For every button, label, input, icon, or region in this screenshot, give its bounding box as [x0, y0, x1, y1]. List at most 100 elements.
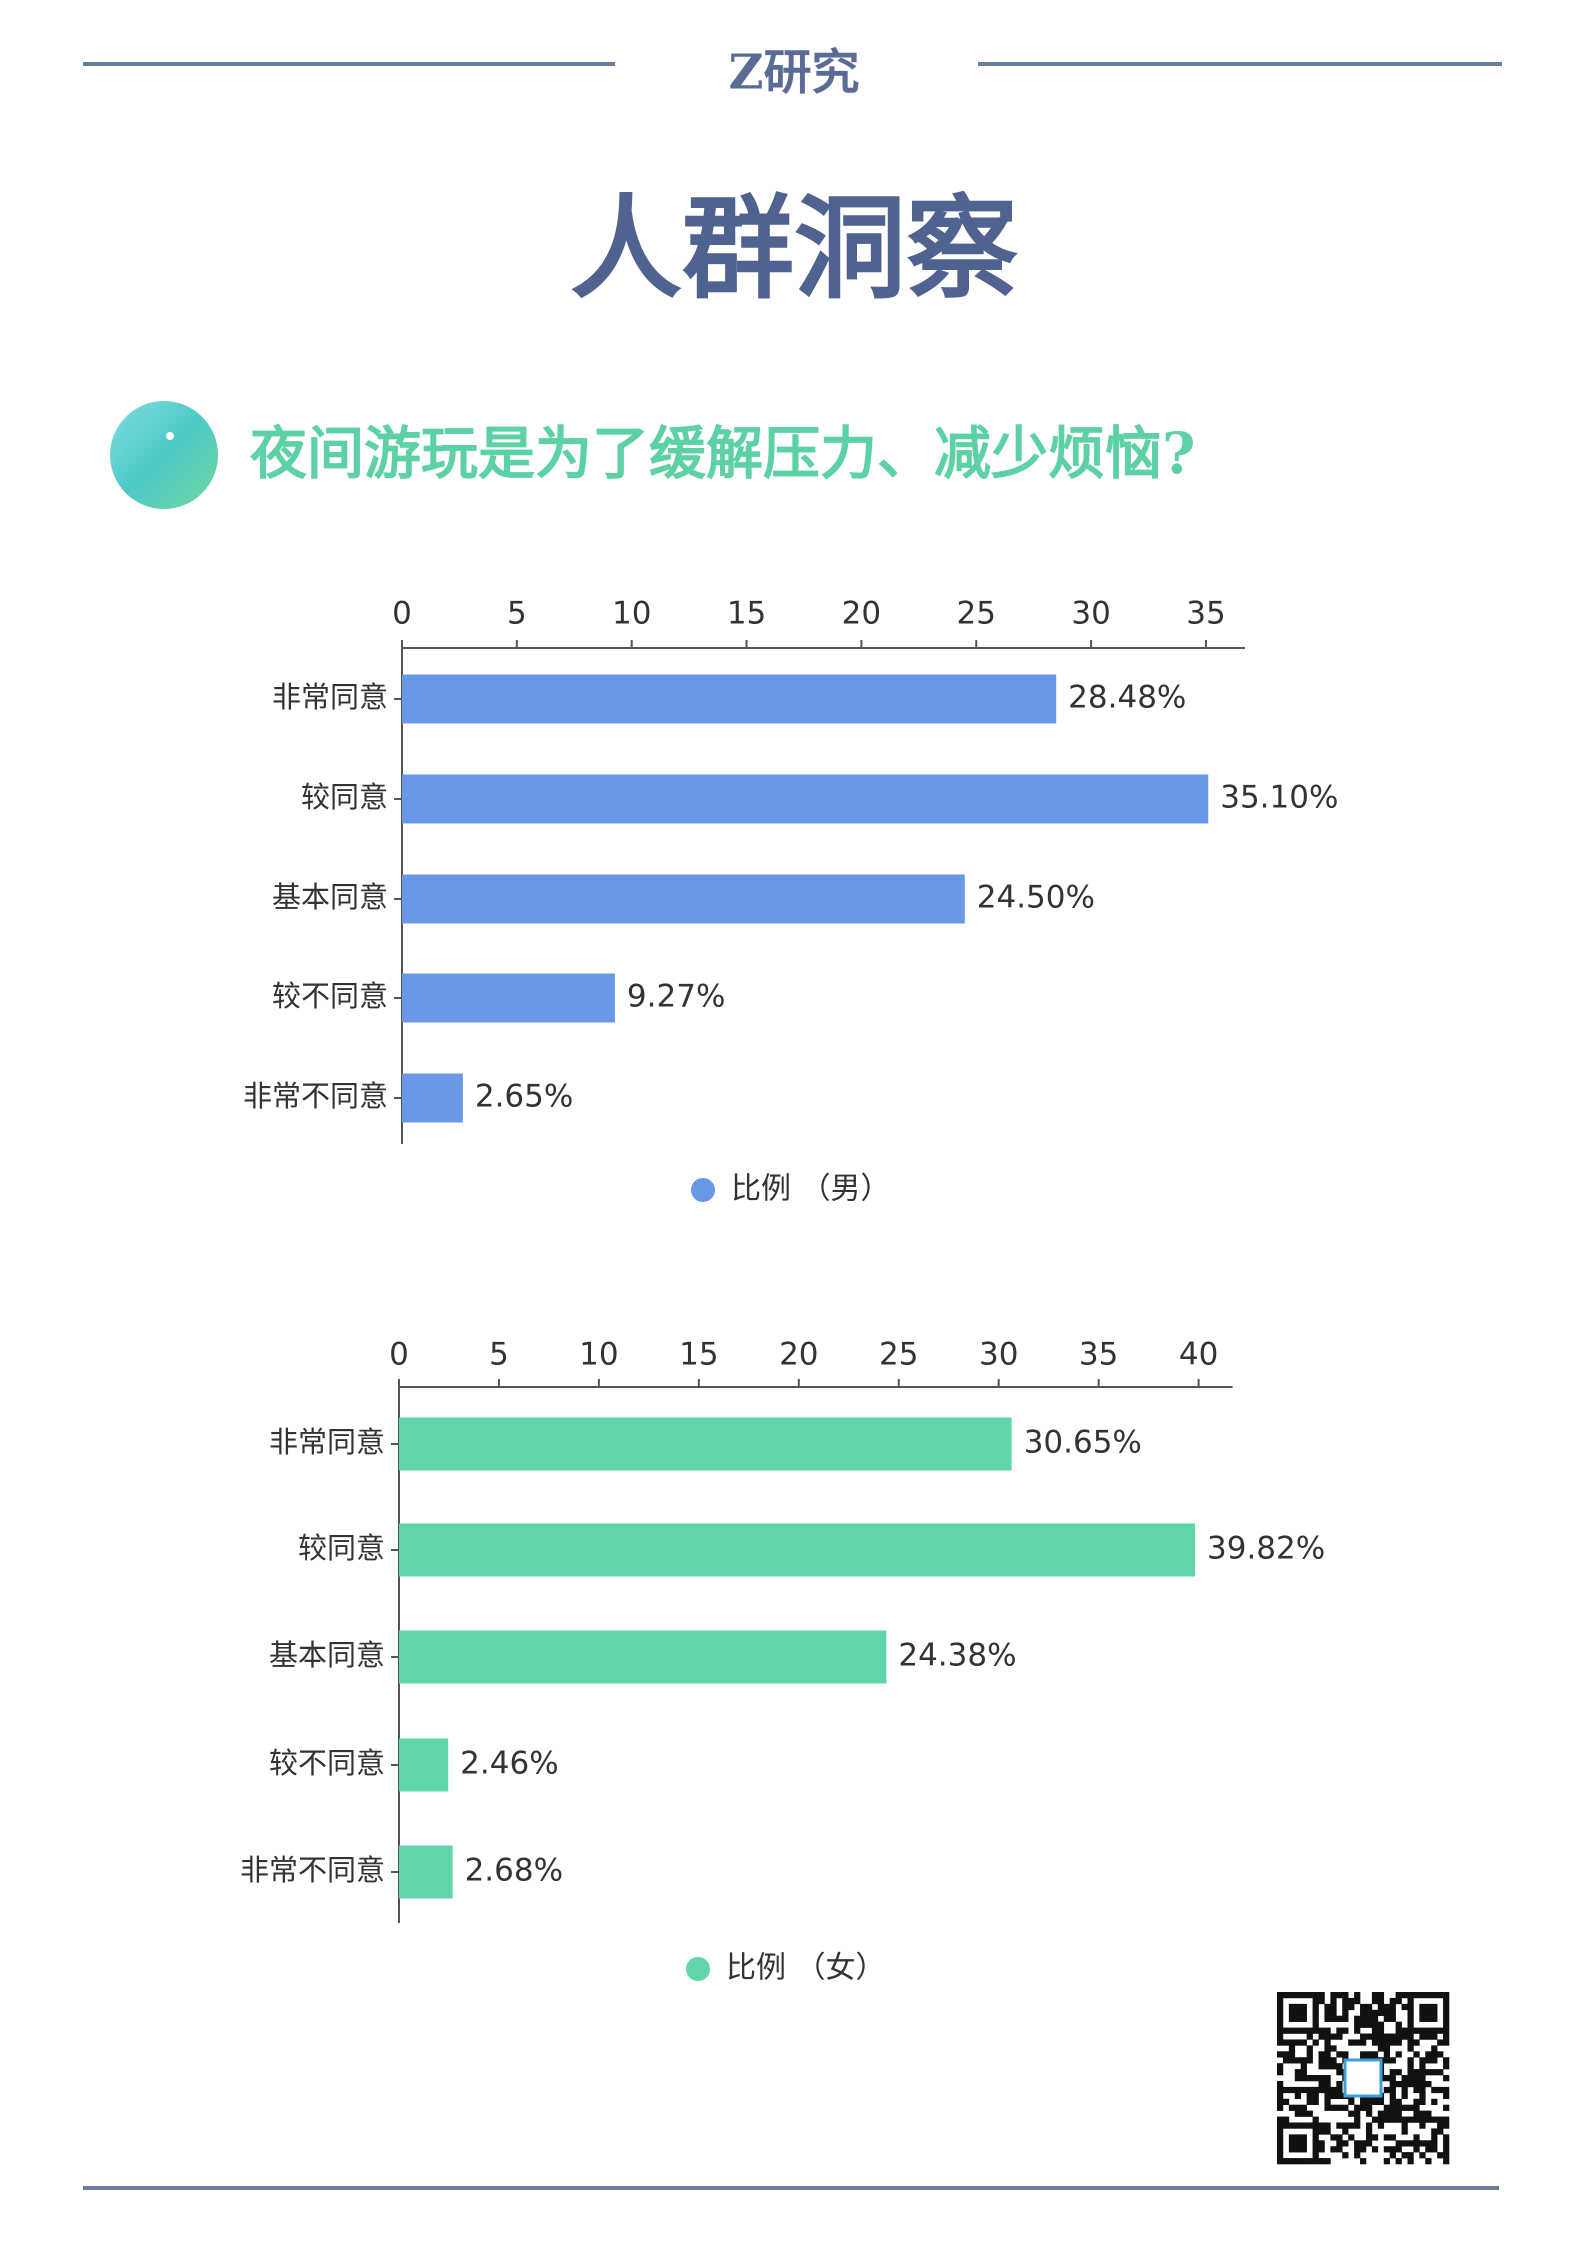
qr-module — [1407, 2039, 1414, 2046]
qr-module — [1383, 2039, 1390, 2046]
qr-module — [1282, 2098, 1290, 2105]
qr-module — [1437, 2152, 1444, 2159]
qr-module — [1431, 2033, 1438, 2040]
qr-module — [1300, 2063, 1307, 2070]
qr-module — [1383, 2033, 1390, 2040]
qr-module — [1443, 2015, 1450, 2022]
qr-module — [1342, 2015, 1349, 2022]
category-label: 基本同意 — [272, 880, 388, 914]
qr-module — [1277, 2086, 1284, 2094]
qr-module — [1324, 2098, 1331, 2105]
qr-module — [1312, 2158, 1319, 2165]
qr-module — [1389, 2086, 1396, 2094]
qr-module — [1318, 2075, 1325, 2082]
qr-module — [1282, 2122, 1290, 2129]
qr-module — [1371, 1992, 1379, 1999]
qr-module — [1354, 2140, 1361, 2147]
qr-module — [1312, 2140, 1319, 2147]
qr-module — [1294, 2092, 1302, 2100]
qr-module — [1413, 2051, 1420, 2058]
qr-module — [1443, 1992, 1450, 1999]
qr-module — [1277, 2069, 1284, 2076]
qr-module — [1282, 2057, 1290, 2064]
qr-module — [1294, 2122, 1302, 2129]
qr-module — [1336, 2086, 1343, 2094]
qr-module — [1437, 2039, 1444, 2046]
qr-module — [1360, 2003, 1367, 2011]
qr-module — [1312, 2009, 1319, 2017]
qr-module — [1306, 2098, 1313, 2105]
qr-module — [1389, 2075, 1396, 2082]
qr-module — [1371, 2098, 1379, 2105]
qr-module — [1377, 2003, 1385, 2011]
qr-module — [1383, 2003, 1390, 2011]
qr-module — [1431, 2051, 1438, 2058]
qr-module — [1288, 2027, 1296, 2034]
qr-module — [1407, 2075, 1414, 2082]
qr-module — [1419, 2075, 1426, 2082]
qr-module — [1383, 2009, 1390, 2017]
qr-module — [1318, 2158, 1325, 2165]
qr-module — [1377, 1997, 1385, 2005]
qr-module — [1354, 2027, 1361, 2034]
qr-module — [1318, 2057, 1325, 2064]
qr-module — [1407, 2104, 1414, 2111]
qr-module — [1342, 2027, 1349, 2034]
qr-module — [1342, 2003, 1349, 2011]
qr-module — [1336, 2134, 1343, 2141]
qr-module — [1407, 2009, 1414, 2017]
x-tick-label: 0 — [392, 596, 412, 632]
question: 夜间游玩是为了缓解压力、减少烦恼? — [249, 420, 1195, 487]
bar — [402, 1073, 463, 1123]
x-tick-label: 25 — [879, 1337, 918, 1373]
qr-module — [1395, 1997, 1402, 2005]
qr-module — [1365, 2003, 1373, 2011]
qr-module — [1354, 2021, 1361, 2028]
qr-module — [1401, 2104, 1408, 2111]
qr-module — [1342, 2104, 1349, 2111]
qr-module — [1395, 2110, 1402, 2117]
qr-module — [1294, 2069, 1302, 2076]
qr-module — [1419, 2027, 1426, 2034]
qr-module — [1443, 2009, 1450, 2017]
qr-module — [1407, 2116, 1414, 2123]
qr-module — [1389, 1997, 1396, 2005]
qr-module — [1389, 2116, 1396, 2123]
qr-module — [1288, 2039, 1296, 2046]
x-tick-label: 25 — [957, 596, 996, 632]
qr-module — [1395, 2080, 1402, 2088]
qr-module — [1419, 2003, 1426, 2011]
legend-marker — [691, 1178, 715, 1202]
qr-module — [1306, 2057, 1313, 2064]
qr-module — [1277, 2152, 1284, 2159]
qr-module — [1401, 2027, 1408, 2034]
qr-module — [1389, 2009, 1396, 2017]
qr-module — [1336, 2033, 1343, 2040]
category-label: 较同意 — [301, 780, 388, 814]
qr-module — [1443, 1997, 1450, 2005]
qr-module — [1365, 2104, 1373, 2111]
qr-module — [1330, 2104, 1337, 2111]
qr-module — [1407, 2045, 1414, 2052]
qr-module — [1377, 2122, 1385, 2129]
qr-module — [1389, 2092, 1396, 2100]
qr-module — [1425, 2003, 1432, 2011]
qr-module — [1443, 2146, 1450, 2153]
qr-module — [1360, 2140, 1367, 2147]
qr-module — [1431, 2045, 1438, 2052]
qr-module — [1330, 2033, 1337, 2040]
qr-module — [1312, 2003, 1319, 2011]
qr-module — [1300, 2009, 1307, 2017]
qr-module — [1419, 2092, 1426, 2100]
qr-module — [1389, 2039, 1396, 2046]
qr-module — [1288, 2057, 1296, 2064]
qr-module — [1401, 2080, 1408, 2088]
qr-module — [1300, 2039, 1307, 2046]
qr-module — [1336, 2051, 1343, 2058]
qr-module — [1294, 2009, 1302, 2017]
qr-module — [1425, 1992, 1432, 1999]
qr-module — [1294, 2146, 1302, 2153]
qr-module — [1294, 2027, 1302, 2034]
